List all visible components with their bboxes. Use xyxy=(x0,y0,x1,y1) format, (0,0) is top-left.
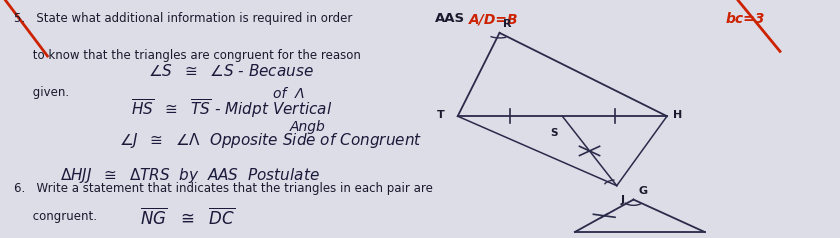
Text: R: R xyxy=(503,19,512,29)
Text: to know that the triangles are congruent for the reason: to know that the triangles are congruent… xyxy=(14,49,361,62)
Text: Angb: Angb xyxy=(291,120,326,134)
Text: $\Delta$HJJ  $\cong$  $\Delta$TRS  by  AAS  Postulate: $\Delta$HJJ $\cong$ $\Delta$TRS by AAS P… xyxy=(60,166,320,185)
Text: T: T xyxy=(437,110,444,120)
Text: J: J xyxy=(621,195,625,205)
Text: $\overline{HS}$  $\cong$  $\overline{TS}$ - Midpt Vertical: $\overline{HS}$ $\cong$ $\overline{TS}$ … xyxy=(131,98,333,120)
Text: $\angle$S  $\cong$  $\angle$S - Because: $\angle$S $\cong$ $\angle$S - Because xyxy=(148,63,314,79)
Text: AAS: AAS xyxy=(435,12,465,25)
Text: H: H xyxy=(673,110,682,120)
Text: congruent.: congruent. xyxy=(14,210,97,223)
Text: $\overline{NG}$  $\cong$  $\overline{DC}$: $\overline{NG}$ $\cong$ $\overline{DC}$ xyxy=(139,208,235,229)
Text: 6.   Write a statement that indicates that the triangles in each pair are: 6. Write a statement that indicates that… xyxy=(14,182,433,195)
Text: S: S xyxy=(550,128,558,138)
Text: $\angle$J  $\cong$  $\angle\Lambda$  Opposite Side of Congruent: $\angle$J $\cong$ $\angle\Lambda$ Opposi… xyxy=(118,131,422,150)
Text: A/D=B: A/D=B xyxy=(469,12,518,26)
Text: bc=3: bc=3 xyxy=(726,12,765,26)
Text: 5.   State what additional information is required in order: 5. State what additional information is … xyxy=(14,12,352,25)
Text: given.: given. xyxy=(14,86,69,99)
Text: G: G xyxy=(638,186,648,196)
Text: of  Λ: of Λ xyxy=(274,87,305,101)
